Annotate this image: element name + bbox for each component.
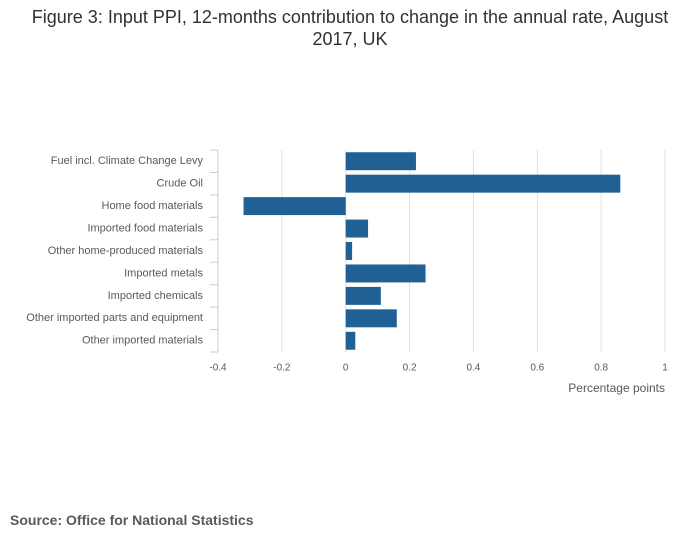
y-tick-label: Imported metals — [124, 267, 203, 279]
y-tick-label: Crude Oil — [157, 178, 203, 190]
x-tick-label: 0.2 — [403, 363, 417, 374]
bar — [345, 174, 621, 193]
y-tick-label: Other imported parts and equipment — [26, 312, 203, 324]
x-tick-label: 0.6 — [530, 363, 544, 374]
y-tick-label: Imported food materials — [87, 222, 203, 234]
source: Source: Office for National Statistics — [10, 512, 254, 528]
bar — [345, 331, 356, 350]
x-tick-label: -0.4 — [209, 363, 227, 374]
x-tick-label: 0.4 — [466, 363, 480, 374]
y-tick-label: Other home-produced materials — [48, 245, 204, 257]
bar — [345, 309, 397, 328]
y-tick-label: Fuel incl. Climate Change Levy — [51, 155, 204, 167]
x-tick-label: -0.2 — [273, 363, 291, 374]
y-tick-label: Home food materials — [102, 200, 204, 212]
y-tick-label: Imported chemicals — [108, 290, 204, 302]
y-tick-label: Other imported materials — [82, 335, 204, 347]
bar — [243, 197, 346, 216]
bar — [345, 242, 353, 260]
bar — [345, 264, 426, 283]
bar — [345, 286, 381, 305]
x-tick-label: 0.8 — [594, 363, 608, 374]
chart-title: Figure 3: Input PPI, 12-months contribut… — [31, 7, 669, 49]
x-tick-label: 0 — [343, 363, 349, 374]
x-tick-label: 1 — [662, 363, 668, 374]
bar — [345, 219, 369, 238]
x-axis-title: Percentage points — [568, 381, 665, 395]
bar — [345, 152, 416, 171]
